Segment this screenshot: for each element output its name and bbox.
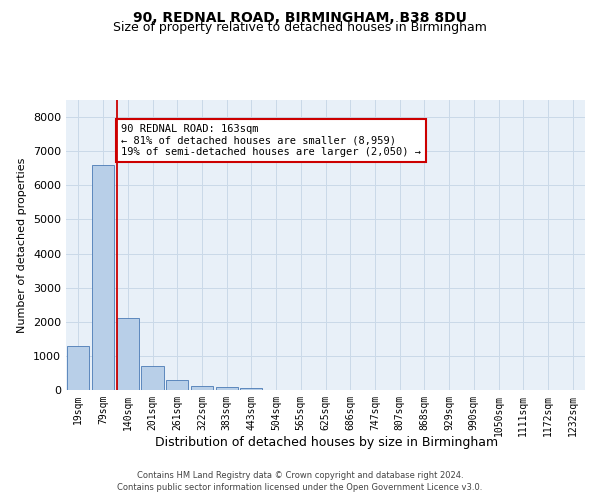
Text: Distribution of detached houses by size in Birmingham: Distribution of detached houses by size …	[155, 436, 499, 449]
Text: 90 REDNAL ROAD: 163sqm
← 81% of detached houses are smaller (8,959)
19% of semi-: 90 REDNAL ROAD: 163sqm ← 81% of detached…	[121, 124, 421, 157]
Text: Size of property relative to detached houses in Birmingham: Size of property relative to detached ho…	[113, 21, 487, 34]
Bar	[92, 165, 114, 390]
Y-axis label: Number of detached properties: Number of detached properties	[17, 158, 28, 332]
Bar	[142, 366, 164, 390]
Text: Contains HM Land Registry data © Crown copyright and database right 2024.: Contains HM Land Registry data © Crown c…	[137, 472, 463, 480]
Bar	[215, 388, 238, 390]
Bar	[191, 386, 213, 390]
Bar	[67, 346, 89, 390]
Bar	[166, 380, 188, 390]
Bar	[116, 318, 139, 390]
Text: Contains public sector information licensed under the Open Government Licence v3: Contains public sector information licen…	[118, 483, 482, 492]
Text: 90, REDNAL ROAD, BIRMINGHAM, B38 8DU: 90, REDNAL ROAD, BIRMINGHAM, B38 8DU	[133, 10, 467, 24]
Bar	[240, 388, 262, 390]
